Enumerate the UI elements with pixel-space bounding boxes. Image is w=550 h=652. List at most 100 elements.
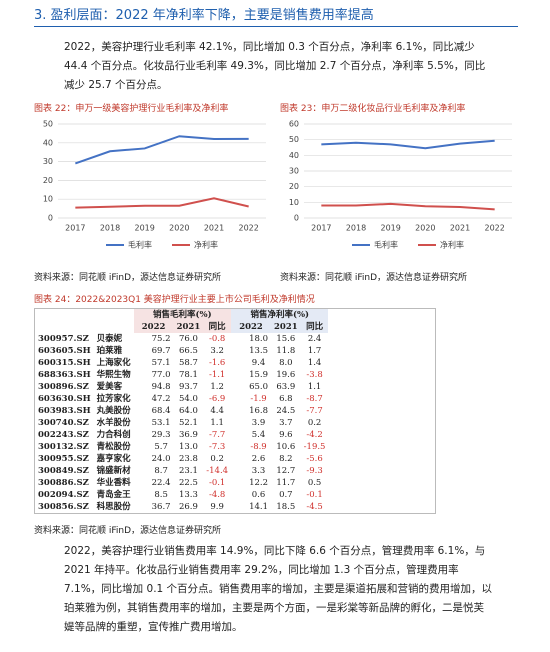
table-row: 600315.SH 上海家化 57.1 58.7 -1.6 9.4 8.0 1.4 bbox=[35, 357, 328, 369]
table-cell: 10.6 bbox=[276, 442, 296, 452]
table-row: 销售毛利率(%) 销售净利率(%) bbox=[35, 309, 329, 321]
table-cell: 5.7 bbox=[154, 442, 168, 452]
table-cell: 300896.SZ bbox=[38, 382, 89, 392]
table-row: 300896.SZ 爱美客 94.8 93.7 1.2 65.0 63.9 1.1 bbox=[35, 381, 328, 393]
table-cell: 54.0 bbox=[178, 394, 198, 404]
table-cell: 1.1 bbox=[210, 418, 224, 428]
figure-caption: 图表 23：申万二级化妆品行业毛利率及净利率 bbox=[280, 104, 466, 114]
table-cell: 22.5 bbox=[178, 478, 198, 488]
table-cell: -19.5 bbox=[303, 442, 326, 452]
table-cell: 53.1 bbox=[151, 418, 171, 428]
table-cell: -1.6 bbox=[208, 358, 226, 368]
table-cell: 300957.SZ bbox=[38, 334, 89, 344]
table-cell: 3.3 bbox=[251, 466, 266, 476]
legend-label: 净利率 bbox=[194, 240, 218, 250]
table-cell: 3.9 bbox=[251, 418, 266, 428]
table-cell: 3.7 bbox=[279, 418, 293, 428]
table-cell: 4.4 bbox=[210, 406, 224, 416]
table-row: 300957.SZ 贝泰妮 75.2 76.0 -0.8 18.0 15.6 2.4 bbox=[35, 333, 328, 345]
source-note: 资料来源：同花顺 iFinD，源达信息证券研究所 bbox=[34, 526, 222, 536]
table-cell: -4.8 bbox=[208, 490, 226, 500]
table-cell: 300955.SZ bbox=[38, 454, 89, 464]
table-cell: 63.9 bbox=[276, 382, 296, 392]
table-cell: 002094.SZ bbox=[38, 490, 89, 500]
table-cell: 同比 bbox=[300, 321, 329, 333]
y-tick-label: 60 bbox=[289, 120, 299, 129]
table-cell: 300886.SZ bbox=[38, 478, 89, 488]
table-row: 688363.SH 华熙生物 77.0 78.1 -1.1 15.9 19.6 -3.8 bbox=[35, 369, 328, 381]
table-cell: 8.5 bbox=[154, 490, 168, 500]
table-cell bbox=[35, 321, 94, 333]
legend-label: 净利率 bbox=[440, 240, 464, 250]
table-cell: 23.1 bbox=[178, 466, 198, 476]
y-tick-label: 30 bbox=[43, 157, 53, 166]
table-cell: 13.5 bbox=[249, 346, 268, 356]
table-cell: 0.5 bbox=[307, 478, 322, 488]
table-cell: 9.9 bbox=[210, 502, 224, 512]
table-cell: 603630.SH bbox=[38, 394, 91, 404]
table-cell: 12.2 bbox=[249, 478, 268, 488]
table-cell: 销售毛利率(%) bbox=[133, 309, 232, 321]
table-cell: -4.2 bbox=[306, 430, 323, 440]
table-cell: 1.4 bbox=[307, 358, 322, 368]
paragraph: 2022，美容护理行业毛利率 42.1%，同比增加 0.3 个百分点，净利率 6… bbox=[64, 41, 486, 91]
table-cell: -9.3 bbox=[306, 466, 323, 476]
table-cell: 8.7 bbox=[154, 466, 168, 476]
series-line bbox=[75, 135, 249, 165]
y-tick-label: 10 bbox=[43, 195, 53, 204]
x-tick-label: 2020 bbox=[415, 224, 435, 233]
table-cell: 300849.SZ bbox=[38, 466, 89, 476]
table-cell: 76.0 bbox=[178, 334, 198, 344]
legend-label: 毛利率 bbox=[374, 240, 398, 250]
table-cell: 9.6 bbox=[279, 430, 293, 440]
table-cell: 8.0 bbox=[279, 358, 293, 368]
section-heading: 3. 盈利层面：2022 年净利率下降，主要是销售费用率提高 bbox=[34, 4, 518, 27]
table-cell: 锦盛新材 bbox=[96, 466, 131, 476]
table-cell: 19.6 bbox=[276, 370, 296, 380]
table-cell bbox=[94, 309, 134, 321]
table-cell: 6.8 bbox=[279, 394, 293, 404]
table-cell: 65.0 bbox=[249, 382, 268, 392]
table-cell: 嘉亨家化 bbox=[96, 454, 131, 464]
table-cell: -0.8 bbox=[208, 334, 226, 344]
table-cell: 贝泰妮 bbox=[96, 334, 123, 344]
table-cell: 5.4 bbox=[251, 430, 266, 440]
table: 销售毛利率(%) 销售净利率(%) 2022 2021 同比 2022 2021 同比 3009… bbox=[35, 309, 329, 513]
table-cell: 1.2 bbox=[210, 382, 224, 392]
table-cell: -5.6 bbox=[306, 454, 323, 464]
y-tick-label: 20 bbox=[289, 182, 299, 191]
table-cell: 69.7 bbox=[151, 346, 171, 356]
table-cell: 华业香料 bbox=[96, 478, 131, 488]
table-cell: 57.1 bbox=[151, 358, 171, 368]
table-cell: -0.1 bbox=[306, 490, 323, 500]
table-cell: -1.1 bbox=[208, 370, 226, 380]
table-cell: 青松股份 bbox=[96, 442, 131, 452]
table-cell: 58.7 bbox=[178, 358, 198, 368]
table-cell: 36.9 bbox=[178, 430, 198, 440]
table-cell: 64.0 bbox=[178, 406, 198, 416]
table-cell: 18.5 bbox=[276, 502, 296, 512]
table-cell: 22.4 bbox=[151, 478, 171, 488]
x-tick-label: 2017 bbox=[311, 224, 331, 233]
y-tick-label: 0 bbox=[48, 214, 53, 223]
table-cell: 0.6 bbox=[251, 490, 266, 500]
series-line bbox=[75, 197, 249, 209]
table-row: 300886.SZ 华业香料 22.4 22.5 -0.1 12.2 11.7 0.5 bbox=[35, 477, 328, 489]
table-row: 002243.SZ 力合科创 29.3 36.9 -7.7 5.4 9.6 -4.2 bbox=[35, 429, 328, 441]
x-tick-label: 2020 bbox=[169, 224, 189, 233]
table-cell: 青岛金王 bbox=[96, 490, 131, 500]
table-cell: 9.4 bbox=[251, 358, 266, 368]
table-cell: 3.2 bbox=[210, 346, 224, 356]
table-cell: 11.7 bbox=[276, 478, 296, 488]
table-cell: -7.3 bbox=[208, 442, 226, 452]
table-cell: 2021 bbox=[173, 321, 204, 333]
table-cell: 2021 bbox=[271, 321, 301, 333]
table-cell: 13.3 bbox=[178, 490, 198, 500]
table-cell: 68.4 bbox=[151, 406, 171, 416]
series-line bbox=[321, 202, 495, 211]
table-cell: -14.4 bbox=[206, 466, 229, 476]
table-cell: 华熙生物 bbox=[96, 370, 131, 380]
table-cell: -7.7 bbox=[208, 430, 226, 440]
y-tick-label: 50 bbox=[43, 120, 53, 129]
